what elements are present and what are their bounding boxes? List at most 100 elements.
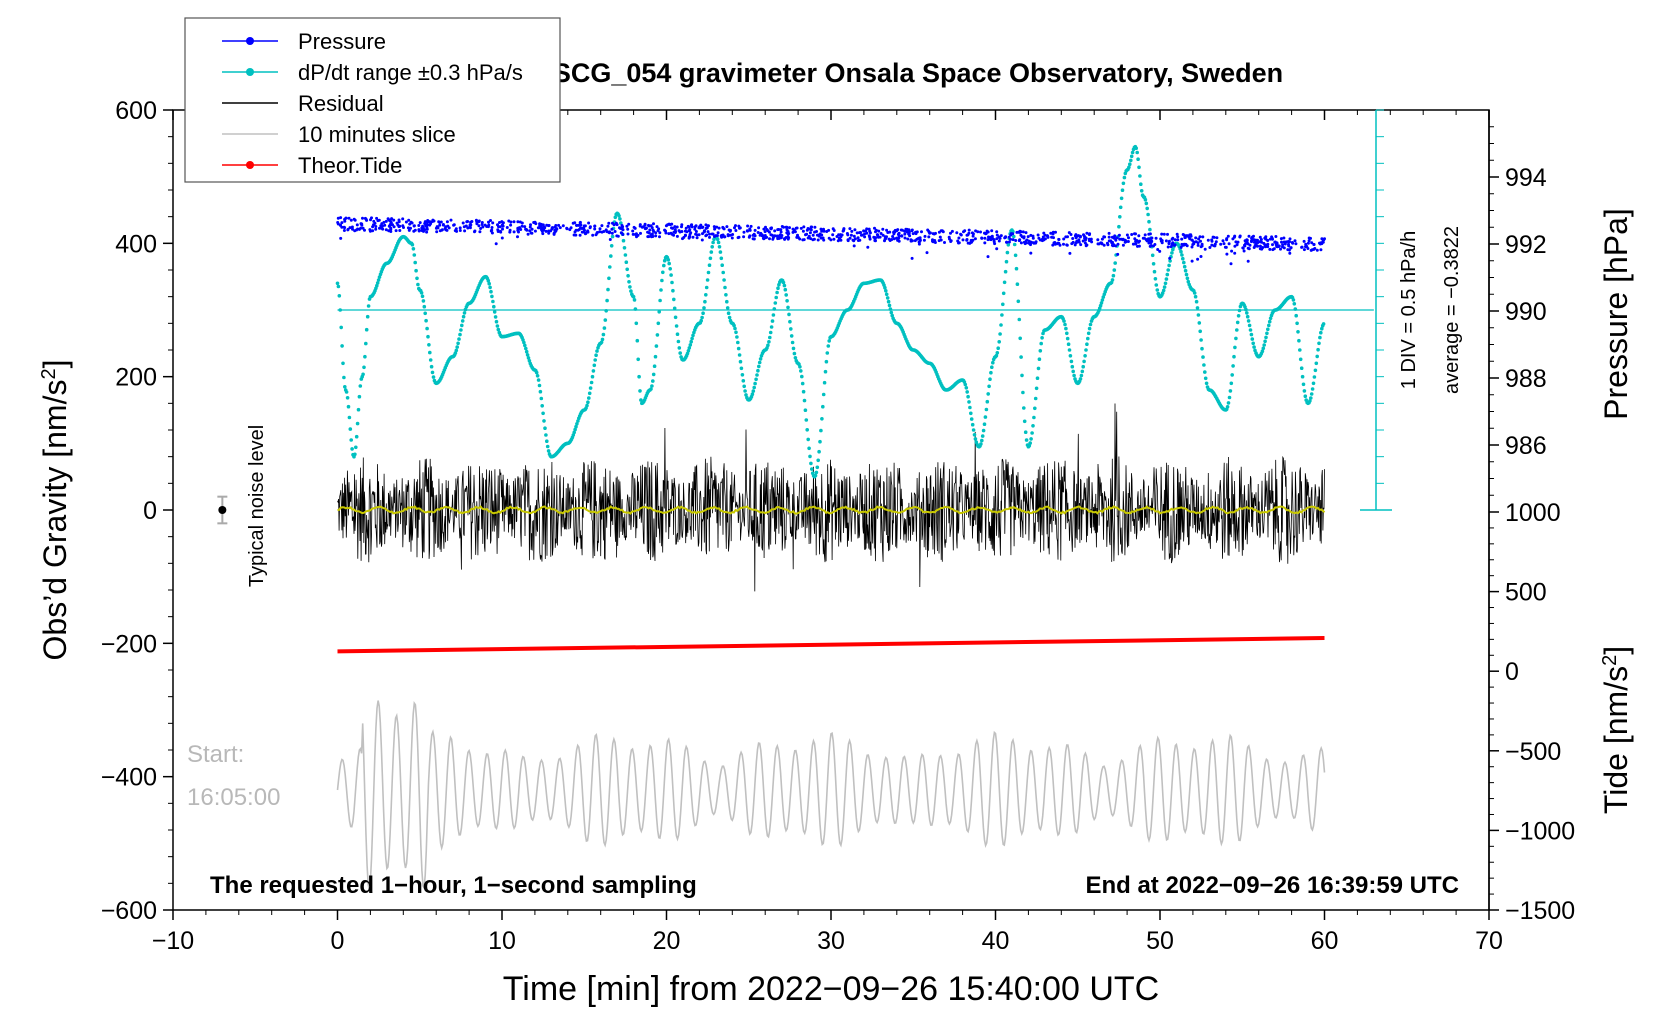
dpdt-point [336,284,341,289]
pressure-point [730,236,734,240]
dpdt-point [633,307,638,311]
pressure-point [379,224,383,228]
pressure-point [1107,235,1111,239]
dpdt-point [996,346,1000,351]
dpdt-point [586,400,590,405]
pressure-point [701,232,704,236]
dpdt-point [963,382,968,387]
dpdt-point [803,408,808,413]
dpdt-point [350,447,354,451]
dpdt-point [1036,366,1041,371]
pressure-point [396,223,400,227]
dpdt-point [1195,306,1200,310]
dpdt-point [1138,174,1142,178]
pressure-point [1164,239,1168,243]
tide-tick-label: −1500 [1505,897,1575,925]
pressure-point [487,220,490,224]
pressure-point [1266,238,1269,242]
dpdt-point [1232,354,1236,359]
dpdt-point [650,384,654,388]
pressure-point [742,230,746,234]
pressure-point [1114,238,1118,242]
pressure-point [695,236,699,240]
dpdt-point [1229,381,1234,386]
x-tick-label: −10 [152,927,194,955]
dpdt-point [632,298,637,302]
pressure-point [748,234,752,238]
dpdt-point [658,298,662,303]
pressure-point [1214,240,1218,244]
pressure-point [1138,239,1141,243]
pressure-point [795,226,799,230]
pressure-point [1180,237,1184,241]
dpdt-point [980,438,984,443]
pressure-point [549,229,553,233]
pressure-point [374,225,378,228]
pressure-point [610,231,614,235]
pressure-point [881,227,885,231]
dpdt-point [536,378,541,382]
legend-label: Pressure [298,29,386,54]
dpdt-point [667,261,671,266]
dpdt-point [1082,359,1086,364]
pressure-point [806,227,810,230]
dpdt-scale-bar [337,109,1392,511]
pressure-point [526,232,530,236]
dpdt-point [623,253,628,257]
dpdt-point [1004,259,1009,264]
pressure-point [638,223,642,227]
dpdt-point [788,319,792,324]
pressure-point [892,232,896,236]
pressure-point [575,223,578,227]
pressure-point [627,222,631,226]
pressure-point [466,220,470,223]
dpdt-point [744,393,748,397]
pressure-point [791,230,795,234]
dpdt-point [656,321,661,326]
pressure-point [1019,230,1023,234]
pressure-point [896,238,900,242]
pressure-point [490,231,494,235]
x-tick-label: 50 [1146,927,1174,955]
pressure-point [904,227,908,231]
dpdt-point [1017,317,1022,322]
dpdt-point [769,325,774,329]
pressure-point [694,230,698,233]
pressure-point [683,233,687,237]
dpdt-point [743,389,747,393]
pressure-point [687,236,691,240]
dpdt-point [538,389,543,394]
pressure-point [962,230,965,234]
pressure-point [838,237,842,240]
dpdt-point [816,458,820,463]
pressure-point [533,229,537,233]
tide-tick-label: 1000 [1505,499,1561,527]
pressure-point [1053,241,1057,244]
dpdt-point [781,280,786,285]
pressure-point [1200,244,1204,248]
dpdt-point [783,287,788,292]
pressure-point [390,217,394,221]
pressure-point [1096,242,1100,246]
pressure-point [895,236,899,240]
dpdt-point [734,330,738,335]
dpdt-point [576,419,580,423]
dpdt-point [1202,363,1206,367]
noise-point [218,506,227,514]
pressure-point [965,233,969,237]
pressure-point [726,234,730,238]
pressure-point [374,227,378,231]
dpdt-point [572,430,576,435]
pressure-point [733,226,736,230]
dpdt-point [1164,277,1169,281]
dpdt-point [671,288,675,293]
pressure-point [425,230,429,234]
dpdt-point [740,373,745,377]
pressure-point [498,229,502,233]
dpdt-point [1098,303,1103,308]
pressure-point [961,238,965,242]
pressure-point [438,223,442,227]
dpdt-point [489,289,493,294]
pressure-point [799,226,803,230]
dpdt-point [362,365,366,370]
